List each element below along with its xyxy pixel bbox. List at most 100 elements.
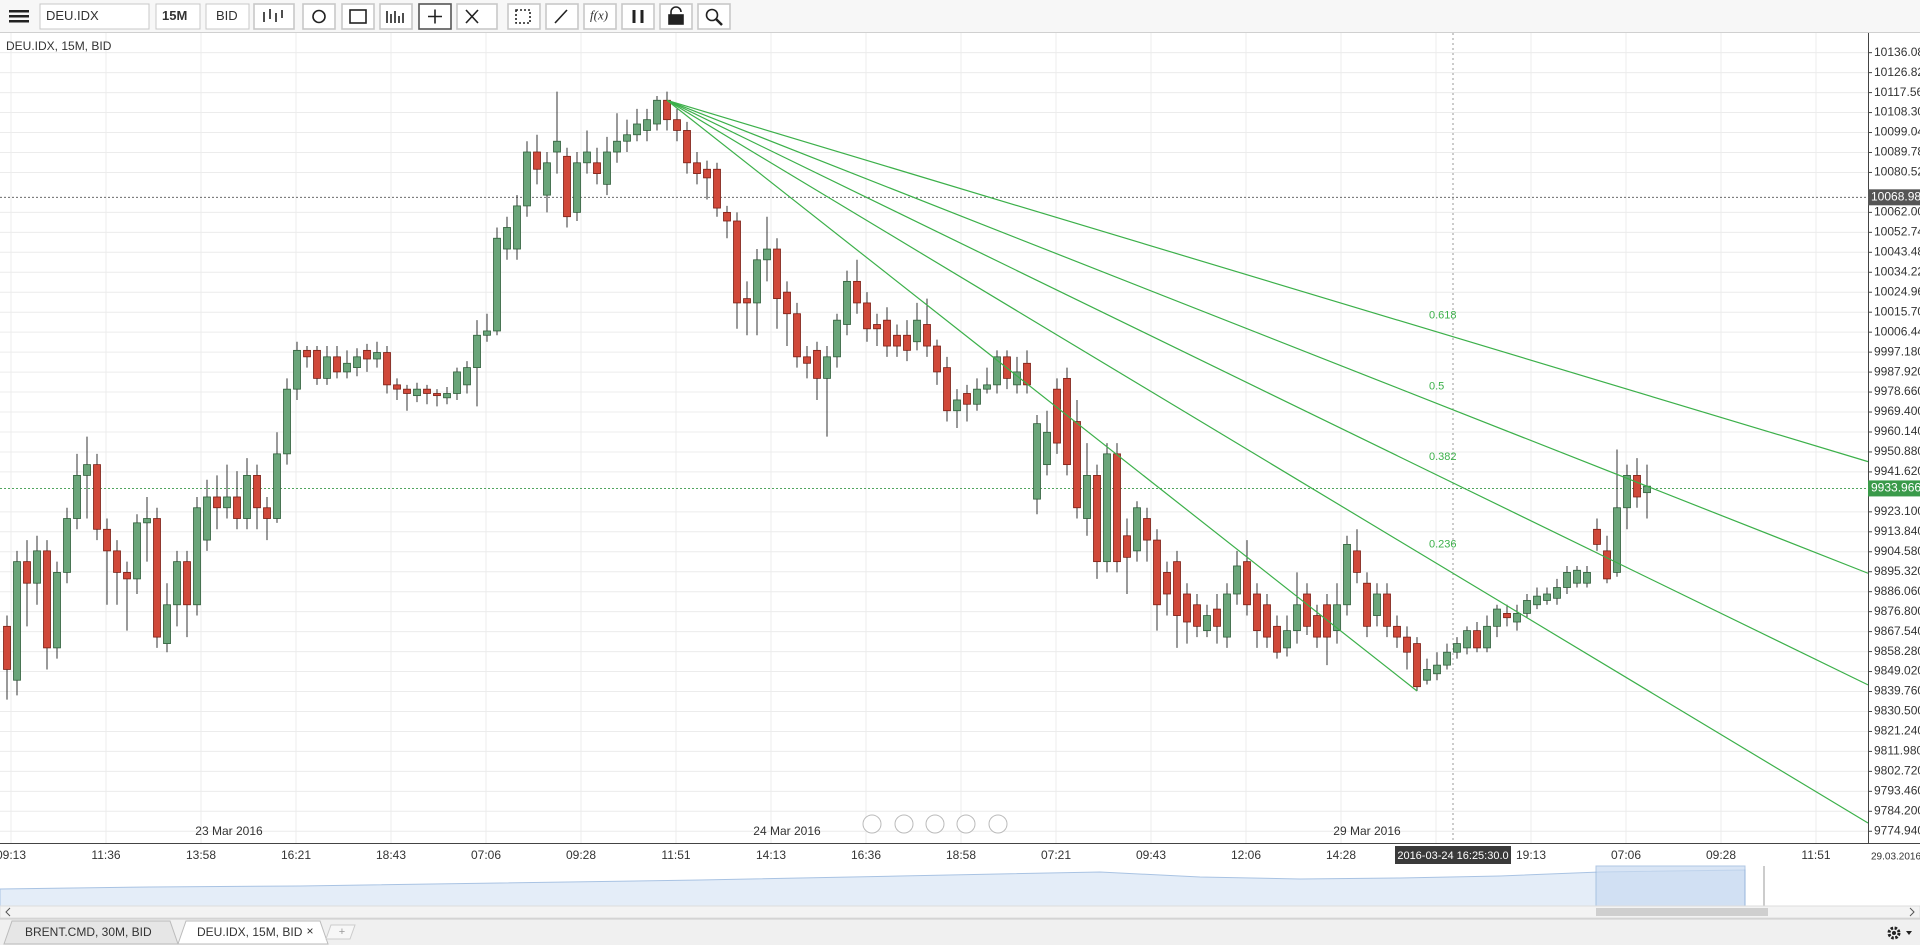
candle-body: [1453, 643, 1461, 653]
period-text: 15M: [162, 8, 187, 23]
formula-button[interactable]: [583, 3, 617, 30]
tab-close[interactable]: ×: [306, 924, 313, 938]
volume-button[interactable]: [379, 3, 413, 30]
candle-body: [873, 324, 881, 330]
candle-body: [503, 227, 511, 250]
candle-body: [293, 349, 301, 390]
x-tick-label: 07:21: [1041, 848, 1071, 862]
fan-line: [666, 99, 1869, 574]
layout-button[interactable]: [341, 3, 375, 30]
candle-body: [1503, 612, 1511, 619]
navigator-window[interactable]: [1595, 865, 1746, 907]
y-tick-label: 10136.080: [1874, 45, 1920, 59]
y-tick-label: 9784.200: [1874, 803, 1920, 817]
candle-body: [553, 140, 561, 153]
scroll-right[interactable]: [988, 814, 1008, 834]
drawing-button[interactable]: [456, 3, 498, 30]
cursor-tag: [1395, 846, 1511, 864]
period-button[interactable]: [155, 3, 201, 30]
candle-body: [243, 475, 251, 519]
y-tick-label: 10062.000: [1874, 205, 1920, 219]
candle-body: [1253, 593, 1261, 632]
y-tick-label: 9811.980: [1874, 744, 1920, 758]
candle-body: [123, 572, 131, 580]
candle-body: [833, 319, 841, 358]
candle-body: [583, 151, 591, 164]
fan-level-label: 0.236: [1429, 539, 1457, 551]
candle-body: [1103, 453, 1111, 563]
candle-body: [1293, 604, 1301, 632]
y-tick-label: 9913.840: [1874, 524, 1920, 538]
select-button[interactable]: [507, 3, 541, 30]
price-axis: [1868, 33, 1920, 843]
side-button[interactable]: [205, 3, 250, 30]
candle-body: [633, 123, 641, 136]
candle-body: [573, 162, 581, 213]
chart-type-button[interactable]: [253, 3, 295, 30]
candle-body: [1213, 608, 1221, 627]
add-tab[interactable]: [325, 924, 356, 940]
zoom-button[interactable]: [697, 3, 731, 30]
cursor-tag-label: 2016-03-24 16:25:30.0: [1397, 850, 1508, 862]
scrollbar-thumb[interactable]: [1596, 908, 1768, 916]
fan-level-label: 0.5: [1429, 380, 1444, 392]
y-tick-label: 10006.440: [1874, 324, 1920, 338]
x-tick-label: 09:28: [1706, 848, 1736, 862]
candle-body: [493, 237, 501, 332]
icon: [670, 6, 682, 15]
settings-icon[interactable]: [1887, 926, 1912, 940]
tab[interactable]: [3, 920, 179, 945]
x-tick-label: 09:28: [566, 848, 596, 862]
candle-body: [863, 302, 871, 330]
candle-body: [693, 162, 701, 174]
candle-body: [1073, 421, 1081, 509]
x-tick-label: 14:28: [1326, 848, 1356, 862]
candle-body: [1043, 431, 1051, 466]
menu-button[interactable]: [9, 10, 29, 23]
zoom-in[interactable]: [956, 814, 976, 834]
candle-body: [663, 99, 671, 121]
y-tick-label: 9969.400: [1874, 404, 1920, 418]
candle-body: [1633, 475, 1641, 498]
candle-body: [1163, 572, 1171, 595]
y-tick-label: 9941.620: [1874, 464, 1920, 478]
scroll-arrows[interactable]: [5, 907, 1915, 917]
candle-body: [363, 349, 371, 360]
crosshair-button[interactable]: [418, 3, 452, 30]
candle-body: [263, 507, 271, 519]
candle-body: [983, 384, 991, 390]
candle-body: [1173, 561, 1181, 616]
candle-body: [183, 561, 191, 606]
candle-body: [1133, 507, 1141, 552]
reset[interactable]: [925, 814, 945, 834]
scroll-left[interactable]: [862, 814, 882, 834]
candle-body: [683, 130, 691, 164]
zoom-out[interactable]: [894, 814, 914, 834]
candle-body: [1623, 475, 1631, 509]
candle-body: [1153, 539, 1161, 606]
y-tick-label: 10043.480: [1874, 244, 1920, 258]
price-tag-label: 9933.966: [1871, 481, 1920, 495]
candle-body: [1333, 604, 1341, 632]
candle-body: [33, 550, 41, 584]
candle-body: [763, 248, 771, 261]
candle-body: [843, 280, 851, 325]
indicator-button[interactable]: [302, 3, 336, 30]
symbol-input[interactable]: [39, 3, 150, 30]
candle-body: [333, 356, 341, 373]
tab-active[interactable]: [177, 920, 329, 945]
price-tag: [1868, 189, 1920, 206]
y-tick-label: 10034.220: [1874, 264, 1920, 278]
candle-body: [1513, 612, 1521, 623]
y-tick-label: 9849.020: [1874, 664, 1920, 678]
icon: [312, 9, 326, 24]
candle-body: [1553, 587, 1561, 599]
y-tick-label: 9987.920: [1874, 364, 1920, 378]
candle-body: [703, 168, 711, 179]
y-tick-label: 9802.720: [1874, 764, 1920, 778]
candle-body: [1383, 593, 1391, 627]
candle-body: [933, 345, 941, 373]
candle-body: [313, 349, 321, 379]
x-tick-label: 18:43: [376, 848, 406, 862]
pause-button[interactable]: [621, 3, 655, 30]
